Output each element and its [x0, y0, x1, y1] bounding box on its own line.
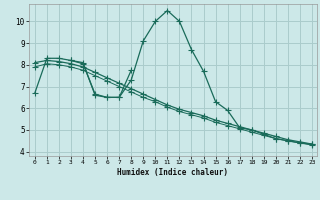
X-axis label: Humidex (Indice chaleur): Humidex (Indice chaleur)	[117, 168, 228, 177]
